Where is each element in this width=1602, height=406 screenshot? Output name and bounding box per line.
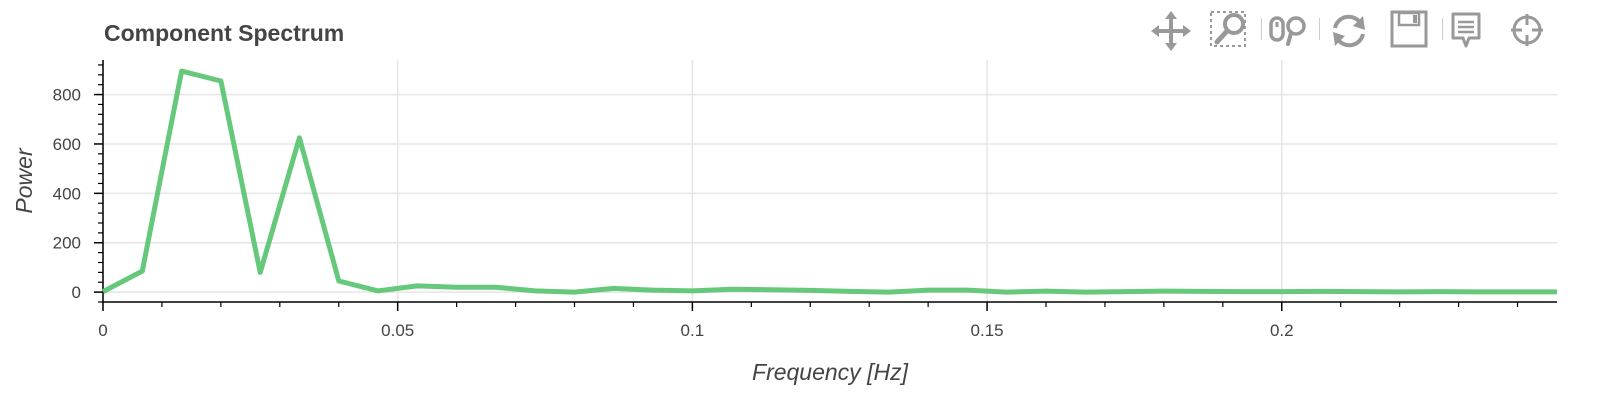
y-tick-label: 600	[53, 135, 81, 154]
toolbar-separator	[1319, 18, 1320, 40]
toolbar-separator	[1261, 18, 1262, 40]
x-tick-label: 0.05	[381, 321, 414, 340]
box-zoom-icon	[1210, 11, 1246, 47]
crosshair-icon	[1511, 14, 1543, 46]
chart-title: Component Spectrum	[104, 20, 345, 46]
wheel-zoom-tool[interactable]	[1265, 6, 1317, 60]
chart-series	[101, 68, 1557, 295]
chart-axes: 0 0.05 0.1 0.15 0.2 0 200 400 600 800	[53, 60, 1557, 340]
x-tick-label: 0.15	[971, 321, 1004, 340]
y-tick-label: 400	[53, 184, 81, 203]
y-tick-label: 800	[53, 86, 81, 105]
box-zoom-tool[interactable]	[1205, 6, 1257, 60]
spectrum-line	[101, 68, 1557, 295]
y-tick-label: 0	[72, 283, 81, 302]
y-tick-label: 200	[53, 234, 81, 253]
x-tick-label: 0.2	[1270, 321, 1294, 340]
x-axis-label: Frequency [Hz]	[752, 359, 909, 385]
chart-toolbar	[1140, 4, 1602, 60]
x-tick-label: 0.1	[681, 321, 705, 340]
reset-icon	[1333, 14, 1365, 48]
y-axis-label: Power	[11, 147, 37, 214]
wheel-zoom-icon	[1269, 16, 1306, 46]
pan-tool[interactable]	[1145, 6, 1197, 60]
save-tool[interactable]	[1385, 6, 1437, 60]
crosshair-tool[interactable]	[1501, 6, 1553, 60]
x-tick-label: 0	[98, 321, 107, 340]
hover-tool[interactable]	[1439, 6, 1491, 60]
toolbar-separator	[1442, 18, 1443, 40]
pan-icon	[1151, 11, 1191, 51]
reset-tool[interactable]	[1323, 6, 1375, 60]
save-icon	[1390, 10, 1428, 48]
hover-icon	[1451, 12, 1481, 48]
chart-grid	[102, 60, 1557, 302]
